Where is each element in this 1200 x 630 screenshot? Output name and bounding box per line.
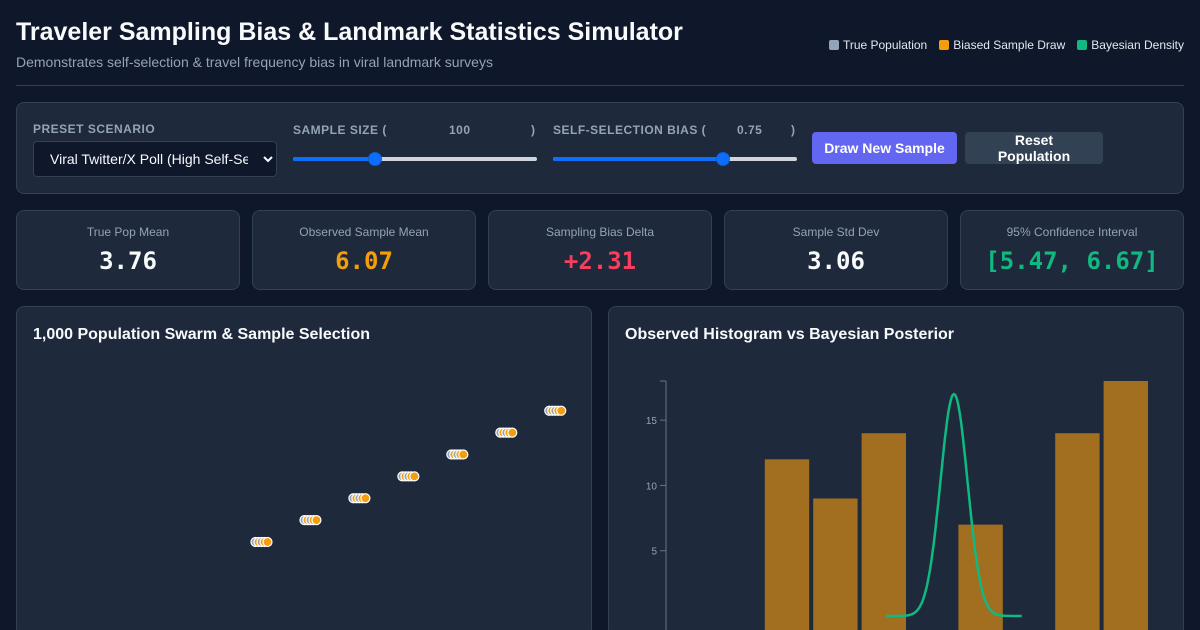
- sample-size-value: 100: [449, 123, 471, 137]
- swarm-cluster: [544, 405, 567, 416]
- preset-scenario-label: PRESET SCENARIO: [33, 122, 156, 136]
- draw-new-sample-button[interactable]: Draw New Sample: [812, 132, 957, 164]
- stat-card-confidence-interval: 95% Confidence Interval [5.47, 6.67]: [960, 210, 1184, 290]
- sample-size-label: SAMPLE SIZE (: [293, 123, 387, 137]
- population-point: [507, 427, 518, 438]
- sample-size-slider[interactable]: [293, 151, 537, 167]
- legend-swatch-biased-sample: [939, 40, 950, 50]
- legend: True Population Biased Sample Draw Bayes…: [828, 38, 1184, 52]
- histogram-bar: [1103, 381, 1148, 630]
- legend-item-biased-sample: Biased Sample Draw: [939, 38, 1065, 52]
- stat-value: [5.47, 6.67]: [985, 247, 1159, 275]
- population-point: [311, 515, 322, 526]
- histogram-bar: [861, 433, 906, 630]
- stat-label: Sampling Bias Delta: [545, 225, 655, 239]
- swarm-cluster: [397, 471, 420, 482]
- bias-value: 0.75: [737, 123, 763, 137]
- reset-population-button[interactable]: Reset Population: [965, 132, 1103, 164]
- population-point: [360, 493, 371, 504]
- legend-label-bayesian-density: Bayesian Density: [1091, 38, 1184, 52]
- legend-label-true-population: True Population: [842, 38, 928, 52]
- histogram-bar: [1055, 433, 1100, 630]
- page-subtitle: Demonstrates self-selection & travel fre…: [16, 54, 493, 70]
- swarm-cluster: [495, 427, 518, 438]
- swarm-panel-title: 1,000 Population Swarm & Sample Selectio…: [33, 326, 370, 343]
- stat-card-sampling-bias-delta: Sampling Bias Delta +2.31: [488, 210, 712, 290]
- page-title: Traveler Sampling Bias & Landmark Statis…: [16, 18, 683, 46]
- sample-size-close: ): [531, 123, 536, 137]
- bias-fill: [553, 157, 723, 161]
- sample-size-thumb[interactable]: [368, 152, 382, 166]
- y-tick-label: 15: [646, 416, 658, 427]
- legend-swatch-true-population: [828, 40, 839, 50]
- swarm-cluster: [250, 536, 273, 548]
- bayesian-density-curve: [886, 392, 1022, 618]
- bias-close: ): [791, 123, 796, 137]
- stat-card-sample-std-dev: Sample Std Dev 3.06: [724, 210, 948, 290]
- header: Traveler Sampling Bias & Landmark Statis…: [16, 18, 1184, 86]
- population-point: [262, 536, 273, 548]
- stat-value: +2.31: [563, 247, 637, 275]
- y-tick-label: 5: [651, 547, 657, 558]
- stat-label: Observed Sample Mean: [299, 225, 429, 239]
- histogram-bar: [813, 498, 858, 630]
- bias-thumb[interactable]: [716, 152, 730, 166]
- histogram-panel: Observed Histogram vs Bayesian Posterior…: [608, 306, 1184, 630]
- legend-label-biased-sample: Biased Sample Draw: [953, 38, 1066, 52]
- population-point: [409, 471, 420, 482]
- swarm-chart: [250, 405, 567, 548]
- stat-label: True Pop Mean: [86, 225, 170, 239]
- stat-card-true-pop-mean: True Pop Mean 3.76: [16, 210, 240, 290]
- swarm-cluster: [299, 515, 322, 526]
- sample-size-track: [293, 157, 537, 161]
- stat-card-observed-sample-mean: Observed Sample Mean 6.07: [252, 210, 476, 290]
- population-point: [458, 449, 469, 460]
- legend-item-bayesian-density: Bayesian Density: [1077, 38, 1184, 52]
- stat-value: 6.07: [335, 247, 393, 275]
- sample-size-fill: [293, 157, 375, 161]
- bias-label: SELF-SELECTION BIAS (: [553, 123, 707, 137]
- stat-value: 3.06: [807, 247, 865, 275]
- stat-label: Sample Std Dev: [792, 225, 880, 239]
- y-tick-label: 10: [646, 481, 658, 492]
- stat-label: 95% Confidence Interval: [1006, 225, 1138, 239]
- swarm-panel: 1,000 Population Swarm & Sample Selectio…: [16, 306, 592, 630]
- preset-scenario-select[interactable]: Viral Twitter/X Poll (High Self-Selectio…: [33, 141, 277, 177]
- swarm-cluster: [348, 493, 371, 504]
- bias-slider[interactable]: [553, 151, 797, 167]
- legend-swatch-bayesian-density: [1077, 40, 1088, 50]
- population-point: [556, 405, 567, 416]
- legend-item-true-population: True Population: [828, 38, 928, 52]
- swarm-cluster: [446, 449, 469, 460]
- controls-panel: PRESET SCENARIO Viral Twitter/X Poll (Hi…: [16, 102, 1184, 194]
- histogram-bar: [764, 459, 810, 630]
- stat-value: 3.76: [99, 247, 157, 275]
- histogram-panel-title: Observed Histogram vs Bayesian Posterior: [625, 326, 955, 343]
- histogram-chart: 5 10 15: [646, 380, 1148, 630]
